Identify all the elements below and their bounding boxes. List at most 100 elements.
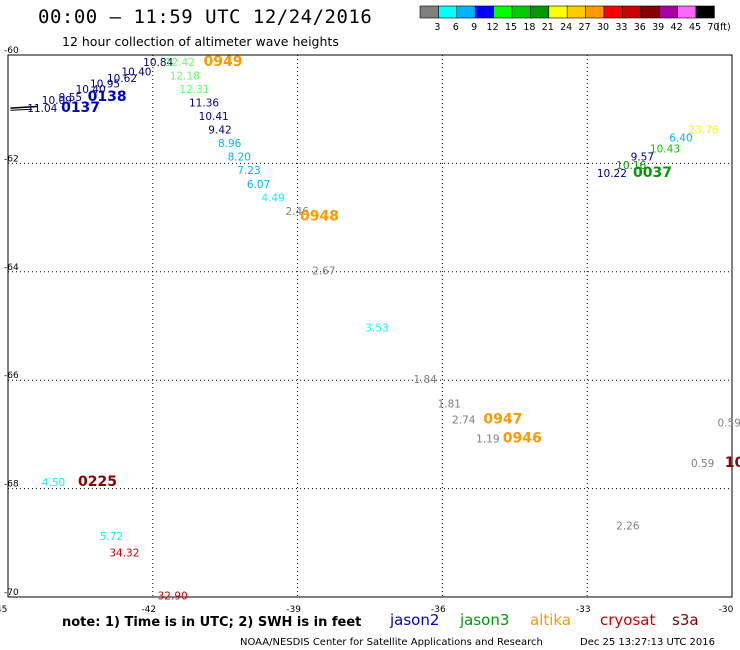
y-tick-label: -64: [4, 263, 19, 273]
wave-height-label: 2.67: [312, 266, 335, 278]
legend-color-box: [658, 5, 678, 19]
satellite-legend-jason3: jason3: [459, 611, 509, 629]
wave-height-label: 4.50: [42, 477, 65, 489]
wave-height-label: 8.20: [228, 152, 251, 164]
wave-height-label: 10.62: [107, 73, 137, 85]
wave-height-label: 0.59: [691, 458, 714, 470]
legend-label: 30: [597, 22, 609, 33]
wave-height-label: 12.42: [165, 57, 195, 69]
wave-height-label: 10.41: [199, 111, 229, 123]
legend-color-box: [438, 5, 458, 19]
wave-height-label: 8.96: [218, 138, 242, 150]
footer-note: note: 1) Time is in UTC; 2) SWH is in fe…: [62, 615, 361, 630]
wave-height-label: 3.53: [365, 322, 388, 334]
pass-id-label: 0947: [483, 412, 522, 428]
wave-height-label: 32.90: [158, 591, 188, 603]
wave-height-label: 10.84: [143, 57, 173, 69]
wave-height-label: 10.95: [90, 79, 120, 91]
wave-height-label: 11.04: [27, 103, 57, 115]
legend-label: 18: [523, 22, 535, 33]
footer-timestamp: Dec 25 13:27:13 UTC 2016: [580, 637, 715, 648]
wave-height-label: 23.76: [689, 125, 719, 137]
chart-subtitle: 12 hour collection of altimeter wave hei…: [62, 34, 339, 49]
wave-height-label: 2.74: [452, 415, 476, 427]
legend-label: 6: [453, 22, 459, 33]
plot-frame: [7, 54, 733, 598]
track-tail: [10, 108, 33, 111]
pass-id-label: 0138: [88, 89, 127, 105]
legend-label: 36: [634, 22, 646, 33]
legend-color-box: [695, 5, 715, 19]
y-tick-label: -62: [4, 154, 19, 164]
legend-label: 27: [579, 22, 591, 33]
wave-height-label: 10.43: [650, 144, 680, 156]
pass-id-label: 103: [725, 455, 740, 471]
legend-label: 15: [505, 22, 517, 33]
chart-title: 00:00 – 11:59 UTC 12/24/2016: [38, 6, 373, 28]
track-tail: [10, 105, 38, 109]
wave-height-label: 1.81: [438, 398, 461, 410]
wave-height-label: 10.22: [597, 168, 627, 180]
y-tick-label: -68: [4, 480, 19, 490]
legend-color-box: [493, 5, 513, 19]
satellite-legend-cryosat: cryosat: [600, 611, 655, 629]
wave-height-label: 11.36: [189, 97, 219, 109]
legend-color-box: [511, 5, 531, 19]
wave-height-label: 6.40: [669, 133, 692, 145]
pass-id-label: 0137: [61, 100, 100, 116]
wave-height-label: 10.40: [76, 84, 106, 96]
satellite-legend-s3a: s3a: [672, 611, 699, 629]
wave-height-label: 10.16: [616, 160, 646, 172]
y-tick-label: -60: [4, 46, 19, 56]
wave-height-label: 10.40: [121, 67, 151, 79]
wave-height-label: 5.72: [100, 531, 123, 543]
legend-label: 39: [652, 22, 664, 33]
wave-height-label: 2.46: [286, 206, 310, 218]
x-tick-label: -33: [576, 605, 591, 615]
pass-id-label: 0037: [633, 165, 672, 181]
legend-label: 33: [615, 22, 627, 33]
wave-height-label: 0.59: [718, 417, 740, 429]
legend-color-box: [603, 5, 623, 19]
legend-color-box: [677, 5, 697, 19]
wave-height-label: 12.18: [170, 70, 200, 82]
pass-id-label: 0949: [203, 54, 242, 70]
wave-height-label: 2.26: [616, 520, 640, 532]
wave-height-label: 1.19: [476, 434, 499, 446]
legend-color-box: [419, 5, 439, 19]
pass-id-label: 0225: [78, 474, 117, 490]
legend-unit: (ft): [716, 22, 730, 33]
x-tick-label: -39: [286, 605, 301, 615]
y-tick-label: -66: [4, 371, 19, 381]
wave-height-label: 4.49: [261, 192, 284, 204]
legend-color-box: [456, 5, 476, 19]
legend-label: 21: [542, 22, 554, 33]
legend-color-box: [640, 5, 660, 19]
y-tick-label: -70: [4, 588, 19, 598]
legend-label: 3: [434, 22, 440, 33]
legend-label: 24: [560, 22, 572, 33]
legend-label: 9: [471, 22, 477, 33]
x-tick-label: -42: [141, 605, 156, 615]
x-tick-label: -45: [0, 605, 7, 615]
legend-label: 42: [671, 22, 683, 33]
x-tick-label: -30: [719, 605, 734, 615]
legend-color-box: [548, 5, 568, 19]
satellite-legend-altika: altika: [530, 611, 571, 629]
legend-color-box: [622, 5, 642, 19]
pass-id-label: 0948: [300, 208, 339, 224]
wave-height-label: 10.09: [42, 95, 72, 107]
wave-height-label: 9.55: [59, 92, 82, 104]
footer-credit: NOAA/NESDIS Center for Satellite Applica…: [240, 637, 543, 648]
legend-color-box: [530, 5, 550, 19]
wave-height-label: 9.42: [208, 125, 231, 137]
wave-height-label: 9.57: [631, 152, 654, 164]
legend-color-box: [474, 5, 494, 19]
wave-height-label: 7.23: [237, 165, 260, 177]
legend-color-box: [585, 5, 605, 19]
pass-id-label: 0946: [503, 431, 542, 447]
legend-color-box: [566, 5, 586, 19]
x-tick-label: -36: [431, 605, 446, 615]
